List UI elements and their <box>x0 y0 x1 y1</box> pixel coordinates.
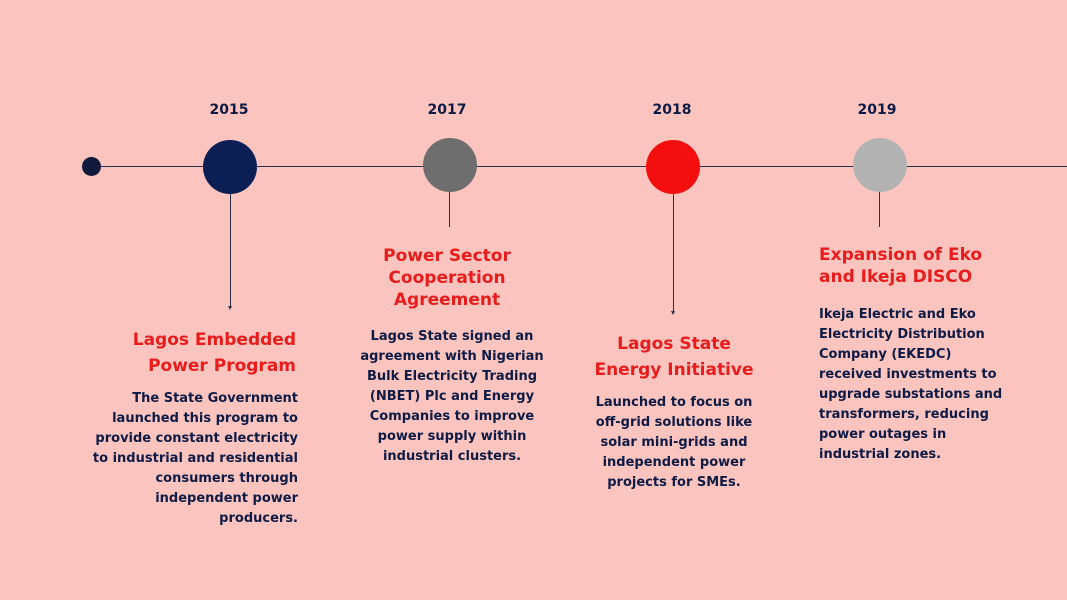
event-description-2017: Lagos State signed an agreement with Nig… <box>360 329 544 464</box>
connector-arrow-2018 <box>671 311 675 315</box>
year-label-2017: 2017 <box>427 102 467 118</box>
connector-2018 <box>673 194 674 311</box>
timeline-node-2015 <box>203 140 257 194</box>
year-label-2019: 2019 <box>857 102 897 118</box>
timeline-start-dot <box>82 157 101 176</box>
event-title-2018: Lagos State Energy Initiative <box>594 334 754 380</box>
connector-2015 <box>230 194 231 306</box>
event-description-2018: Launched to focus on off-grid solutions … <box>595 395 753 490</box>
event-title-2017: Power Sector Cooperation Agreement <box>383 246 511 310</box>
timeline-node-2018 <box>646 140 700 194</box>
connector-arrow-2015 <box>228 306 232 310</box>
event-title-2015: Lagos Embedded Power Program <box>132 330 296 376</box>
event-description-2015: The State Government launched this progr… <box>92 391 298 526</box>
year-label-2018: 2018 <box>652 102 692 118</box>
event-description-2019: Ikeja Electric and Eko Electricity Distr… <box>819 307 1003 462</box>
timeline-node-2019 <box>853 138 907 192</box>
event-title-2019: Expansion of Eko and Ikeja DISCO <box>819 245 983 287</box>
connector-2017 <box>449 192 450 227</box>
connector-2019 <box>879 192 880 227</box>
timeline-node-2017 <box>423 138 477 192</box>
year-label-2015: 2015 <box>209 102 249 118</box>
timeline-axis <box>92 166 1067 167</box>
